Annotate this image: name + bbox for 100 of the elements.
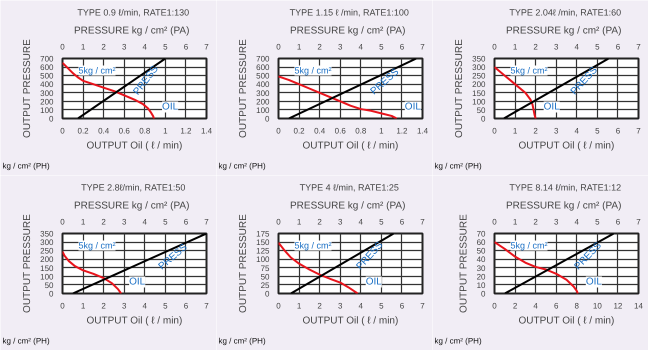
y-tick-label: 20 [476,272,486,282]
y-tick-label: 150 [472,88,486,98]
x-axis-title: OUTPUT Oil ( ℓ / min) [86,316,182,326]
x-tick-label: 10 [592,302,602,310]
x-tick-label: 0.4 [314,126,326,136]
y-tick-label: 50 [44,280,54,290]
y-tick-label: 300 [256,88,270,98]
x2-axis-title: PRESSURE kg / cm² (PA) [74,26,190,36]
x-tick-label: 8 [574,302,580,310]
y-tick-label: 75 [260,264,270,273]
x-tick-label: 5 [595,42,600,52]
x-axis-title: OUTPUT Oil ( ℓ / min) [518,316,614,326]
y-tick-label: 500 [256,72,270,81]
x-tick-label: 0 [60,126,66,136]
chart-title: TYPE 0.9 ℓ/min, RATE1:130 [77,8,190,18]
x-tick-label: 6 [400,218,405,226]
x2-axis-title: PRESSURE kg / cm² (PA) [74,200,190,212]
y-tick-label: 250 [472,72,486,81]
x-tick-label: 2 [533,42,538,52]
x-tick-label: 0.2 [294,126,306,136]
x-tick-label: 3 [122,218,127,226]
x-tick-label: 0.6 [118,126,130,136]
y-tick-label: 0 [481,114,486,124]
y-tick-label: 100 [472,97,486,106]
y-axis-title: OUTPUT PRESSURE [458,214,470,313]
annotation: 5kg / cm² [78,66,116,76]
text: kg / cm² (PH) [434,336,482,346]
y-tick-label: 50 [476,246,486,256]
y-tick-label: 10 [476,280,486,290]
series-label: OIL [404,102,422,112]
x-tick-label: 1 [512,42,518,52]
chart-title: TYPE 2.04ℓ /min, RATE1:60 [509,8,622,18]
chart-title: TYPE 2.8ℓ/min, RATE1:50 [81,182,186,192]
y-tick-label: 200 [472,80,486,90]
x-tick-label: 1.4 [200,126,213,136]
x-tick-label: 2 [512,302,518,310]
x-tick-label: 4 [142,218,148,226]
y-tick-label: 200 [40,255,54,264]
x-tick-label: 6 [554,302,559,310]
y-tick-label: 50 [260,272,270,282]
x-tick-label: 2 [317,218,322,226]
x-tick-label: 14 [634,302,644,310]
text: kg / cm² (PH) [2,162,50,170]
chart-title: TYPE 8.14 ℓ/min, RATE1:12 [509,182,622,192]
x-tick-label: 1 [379,126,384,136]
series-label: OIL [586,276,602,288]
y-axis-title: OUTPUT PRESSURE [22,214,34,313]
y-tick-label: 600 [256,63,270,72]
y-tick-label: 100 [40,272,54,282]
x2-axis-title: PRESSURE kg / cm² (PA) [506,26,622,36]
y-axis-title: OUTPUT PRESSURE [454,38,466,138]
annotation: 5kg / cm² [294,240,332,250]
y-tick-label: 400 [40,80,54,90]
x-axis-title: OUTPUT Oil ( ℓ / min) [302,140,398,152]
x-tick-label: 6 [616,42,621,52]
y-tick-label: 200 [40,97,54,106]
x-tick-label: 1 [163,126,168,136]
x-tick-label: 0 [492,42,498,52]
text: kg / cm² (PH) [218,336,266,346]
text: kg / cm² (PH) [218,162,266,170]
y-tick-label: 150 [256,238,270,248]
x-tick-label: 1.2 [180,126,192,136]
y-tick-label: 150 [40,264,54,273]
x-tick-label: 0.4 [98,126,110,136]
y-tick-label: 100 [256,106,270,115]
y-tick-label: 175 [256,230,270,238]
x-axis-title: OUTPUT Oil ( ℓ / min) [302,316,398,326]
y-tick-label: 70 [476,230,486,238]
x-tick-label: 7 [204,218,210,226]
y-tick-label: 100 [256,255,270,264]
chart-title: TYPE 1.15 ℓ /min, RATE1:100 [290,8,409,18]
x-tick-label: 4 [358,218,364,226]
y-tick-label: 250 [40,246,54,256]
x-tick-label: 1 [80,218,86,226]
x-axis-title: OUTPUT Oil ( ℓ / min) [518,140,614,152]
x-tick-label: 1.2 [396,126,408,136]
x-tick-label: 0.8 [355,126,367,136]
x2-axis-title: PRESSURE kg / cm² (PA) [290,200,406,212]
y-tick-label: 0 [481,290,486,298]
text: kg / cm² (PH) [434,162,482,170]
x-tick-label: 1.4 [416,126,429,136]
series-label: OIL [544,102,560,112]
annotation: 5kg / cm² [510,66,548,76]
y-tick-label: 700 [256,54,270,64]
x-tick-label: 7 [636,42,642,52]
x-tick-label: 1 [296,218,302,226]
x-tick-label: 0.2 [78,126,90,136]
x-tick-label: 0 [492,302,498,310]
y-tick-label: 30 [476,264,486,273]
annotation: 5kg / cm² [510,240,548,250]
x2-axis-title: PRESSURE kg / cm² (PA) [290,26,406,36]
x-tick-label: 12 [613,302,623,310]
line-series [62,250,122,294]
x-tick-label: 3 [338,218,343,226]
chart-title: TYPE 4 ℓ/min, RATE1:25 [300,182,399,192]
x-tick-label: 0 [276,218,282,226]
y-tick-label: 700 [40,54,54,64]
x-tick-label: 0 [60,218,66,226]
text: kg / cm² (PH) [2,336,50,346]
series-label: OIL [366,276,382,288]
